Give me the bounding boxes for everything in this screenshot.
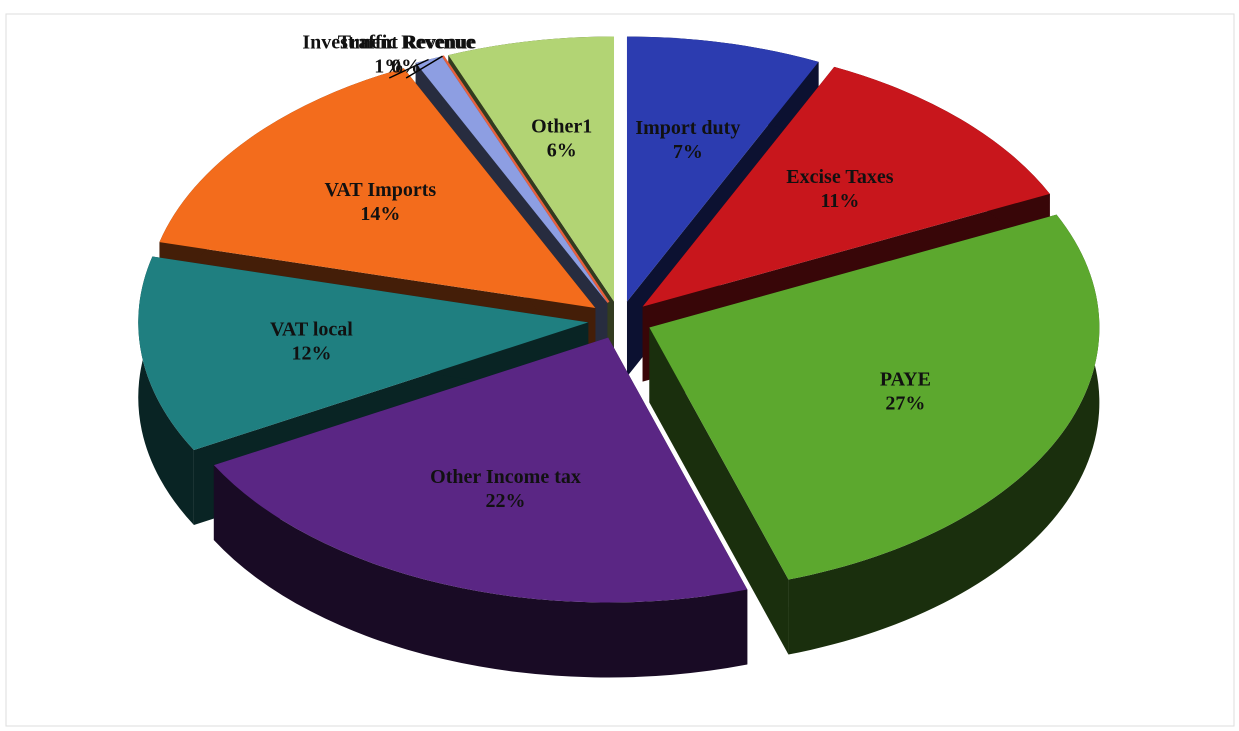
- slice-top: [642, 66, 1050, 307]
- slice-label: Other1: [531, 116, 592, 138]
- slice-value-label: 27%: [885, 392, 925, 414]
- slice-label: VAT local: [270, 319, 353, 341]
- slice-top: [415, 56, 608, 303]
- slice: [441, 55, 610, 304]
- slice-value-label: 6%: [547, 140, 577, 162]
- slices: [138, 36, 1100, 678]
- slice-top: [441, 55, 610, 304]
- leader-line: [388, 58, 429, 79]
- slice-top: [213, 337, 748, 603]
- slice-wall: [213, 465, 748, 678]
- slice-label: Traffic Revenue: [338, 32, 475, 54]
- slice-value-label: 12%: [291, 343, 331, 365]
- frame: [5, 13, 1235, 727]
- slice: [649, 214, 1100, 655]
- slice-label: VAT Imports: [325, 179, 437, 201]
- slice: [213, 337, 748, 678]
- slice-value-label: 14%: [360, 203, 400, 225]
- slice-value-label: 7%: [673, 141, 703, 163]
- slice-label: PAYE: [880, 368, 931, 390]
- slice-value-label: 0%: [391, 56, 421, 78]
- slice-value-label: 1%: [374, 56, 404, 78]
- slice-value-label: 22%: [486, 490, 526, 512]
- slice-label: Other Income tax: [430, 466, 581, 488]
- slice-top: [448, 36, 615, 302]
- slice-label: Investment Revenue: [302, 32, 476, 54]
- slice-top: [626, 36, 819, 302]
- leader-line: [405, 55, 443, 79]
- slice-wall: [788, 214, 1100, 655]
- slice-label: Excise Taxes: [786, 166, 893, 188]
- slice-top: [159, 68, 596, 308]
- slice-value-label: 11%: [820, 190, 859, 212]
- slice-top: [649, 214, 1100, 580]
- slice-top: [138, 256, 589, 451]
- slice-side: [649, 327, 789, 655]
- slice-label: Import duty: [635, 117, 740, 139]
